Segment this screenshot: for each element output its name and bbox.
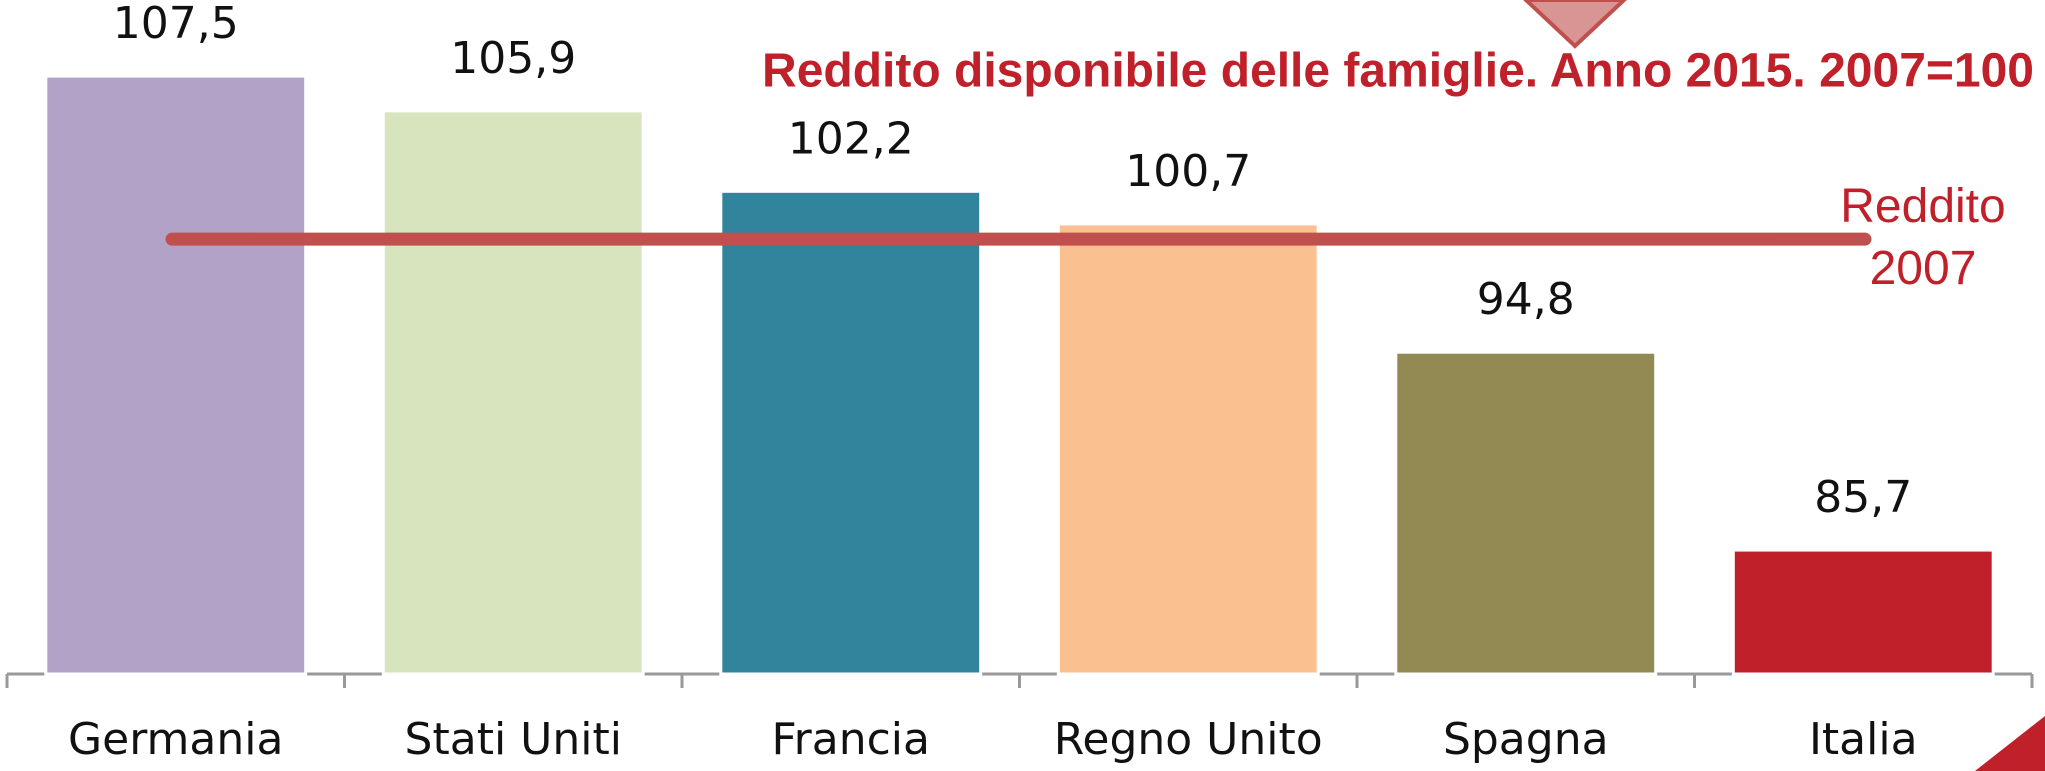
- bar: [719, 189, 983, 676]
- x-tick-label: Germania: [68, 714, 283, 765]
- bar: [1394, 350, 1658, 676]
- chart-title: Reddito disponibile delle famiglie. Anno…: [762, 45, 2034, 98]
- bar: [44, 74, 308, 676]
- bar: [1056, 222, 1320, 676]
- x-tick-label: Regno Unito: [1054, 714, 1323, 765]
- value-label: 105,9: [450, 33, 576, 84]
- value-label: 107,5: [113, 0, 239, 49]
- x-tick-label: Italia: [1809, 714, 1918, 765]
- x-tick-label: Stati Uniti: [405, 714, 622, 765]
- x-tick-label: Spagna: [1443, 714, 1609, 765]
- reference-label: 2007: [1870, 242, 1977, 295]
- bar: [1731, 548, 1995, 676]
- value-label: 94,8: [1477, 274, 1575, 325]
- value-label: 100,7: [1125, 146, 1251, 197]
- decoration: [1975, 716, 2045, 771]
- value-label: 102,2: [788, 113, 914, 164]
- bar: [381, 109, 645, 676]
- reference-label: Reddito: [1840, 180, 2005, 233]
- decoration: [1523, 0, 1627, 49]
- value-label: 85,7: [1814, 472, 1912, 523]
- x-tick-label: Francia: [772, 714, 930, 765]
